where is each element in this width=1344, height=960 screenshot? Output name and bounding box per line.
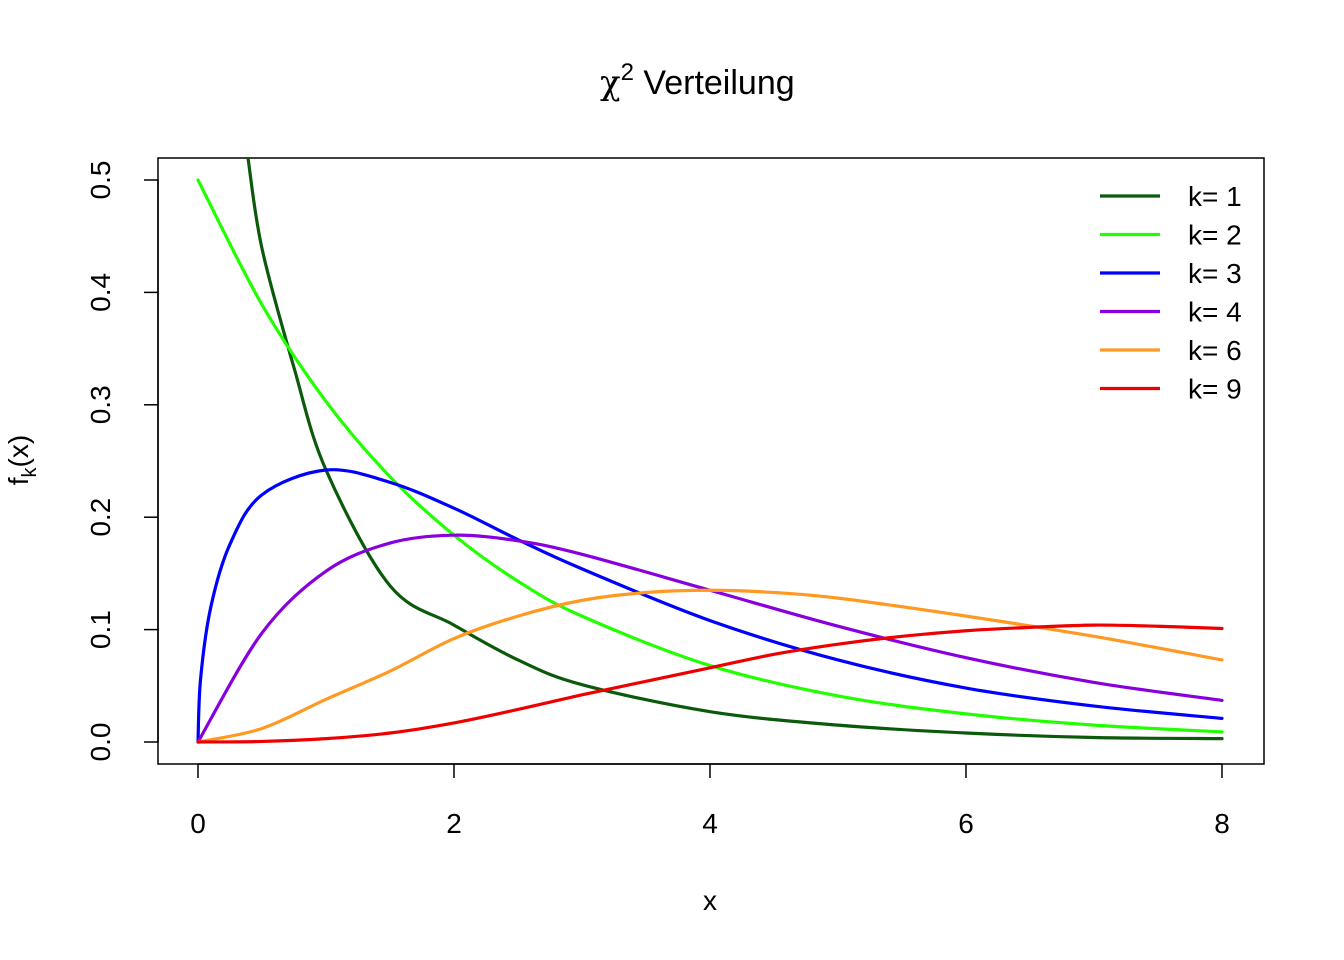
series-layer <box>196 158 1224 744</box>
y-tick-label: 0.3 <box>85 385 116 424</box>
title-superscript: 2 <box>621 59 634 86</box>
legend-label-k2: k= 2 <box>1188 220 1242 251</box>
y-tick-label: 0.2 <box>85 498 116 537</box>
x-axis-label: x <box>703 885 717 916</box>
series-line-k1 <box>246 158 1224 741</box>
y-axis-label-subscript: k <box>19 466 41 477</box>
y-tick-label: 0.4 <box>85 273 116 312</box>
x-tick-label: 6 <box>958 808 974 839</box>
x-tick-label: 8 <box>1214 808 1230 839</box>
x-tick-label: 4 <box>702 808 718 839</box>
legend: k= 1 k= 2 k= 3 k= 4 k= 6 k= 9 <box>1100 181 1242 405</box>
series-line-k6 <box>196 588 1224 744</box>
legend-label-k6: k= 6 <box>1188 335 1242 366</box>
y-tick-label: 0.1 <box>85 610 116 649</box>
legend-label-k1: k= 1 <box>1188 181 1242 212</box>
y-tick-label: 0.0 <box>85 723 116 762</box>
y-tick-label: 0.5 <box>85 161 116 200</box>
legend-label-k3: k= 3 <box>1188 258 1242 289</box>
series-line-k9 <box>196 623 1224 744</box>
x-tick-label: 2 <box>446 808 462 839</box>
x-axis: 0 2 4 6 8 <box>190 763 1230 839</box>
chart-title: χ2 Verteilung <box>600 59 795 103</box>
legend-label-k4: k= 4 <box>1188 297 1242 328</box>
series-line-k3 <box>196 468 1224 744</box>
y-axis: 0.0 0.1 0.2 0.3 0.4 0.5 <box>85 161 159 762</box>
series-line-k4 <box>196 533 1224 744</box>
series-line-k2 <box>196 178 1224 734</box>
legend-label-k9: k= 9 <box>1188 374 1242 405</box>
y-axis-label: fk(x) <box>3 435 41 485</box>
x-tick-label: 0 <box>190 808 206 839</box>
